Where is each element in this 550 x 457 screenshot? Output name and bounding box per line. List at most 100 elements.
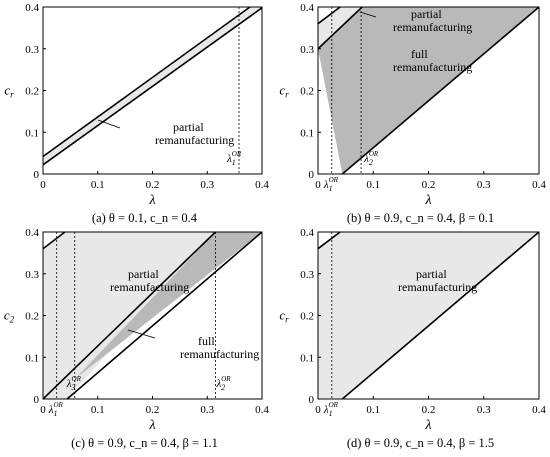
boundary-line-b-2: [341, 6, 540, 175]
y-axis-label-c: c2: [4, 308, 15, 325]
panel-d: 0 0.1 0.2 0.3 0.4 0 0.1 0.2 0.3 0.4 λ cr partialrema…: [279, 227, 546, 450]
marker-label-c-0: λ1OR: [48, 401, 64, 418]
y-axis-label-d: cr: [279, 308, 289, 325]
x-tick-label-b-2: 0.2: [422, 179, 436, 191]
marker-sup-a-0: OR: [232, 150, 242, 158]
x-tick-label-c-1: 0.1: [91, 404, 105, 416]
y-tick-label-d-3: 0.3: [300, 269, 314, 281]
x-tick-label-a-3: 0.3: [200, 179, 214, 191]
panel-b: 0 0.1 0.2 0.3 0.400.10.20.30.4λcrpartialrema…: [279, 2, 546, 225]
marker-sub-d-0: 1: [329, 409, 333, 418]
x-tick-label-b-0: 0: [315, 179, 321, 191]
caption-b: (b) θ = 0.9, c_n = 0.4, β = 0.1: [347, 211, 494, 225]
marker-sup-c-0: OR: [53, 401, 63, 409]
boundary-line-d-0: [317, 231, 341, 250]
y-tick-label-b-4: 0.4: [300, 2, 314, 14]
region-label-d-0-1: remanufacturing: [398, 280, 477, 294]
leader-line-b: [359, 11, 377, 18]
marker-sup-c-1: OR: [72, 375, 82, 383]
y-axis-label-sub-b: r: [285, 90, 289, 100]
boundary-line-c-2: [66, 231, 263, 400]
x-tick-label-d-3: 0.3: [477, 404, 491, 416]
marker-sub-a-0: 1: [232, 158, 236, 167]
y-tick-label-c-3: 0.3: [25, 269, 39, 281]
marker-sup-d-0: OR: [329, 401, 339, 409]
x-tick-label-d-1: 0.1: [366, 404, 380, 416]
y-tick-label-b-0: 0: [309, 169, 315, 181]
x-tick-label-b-1: 0.1: [366, 179, 380, 191]
region-label-c-1-0: full: [198, 334, 215, 348]
marker-label-b-1: λ2OR: [363, 150, 379, 167]
boundary-line-c-0: [42, 231, 66, 250]
y-tick-label-b-2: 0.2: [300, 86, 314, 98]
region-label-c-0-0: partial: [128, 267, 159, 281]
marker-label-c-2: λ2OR: [215, 375, 231, 392]
marker-label-b-0: λ1OR: [323, 176, 339, 193]
region-label-a-0-0: partial: [173, 120, 204, 134]
y-tick-label-c-1: 0.1: [25, 352, 39, 364]
caption-c: (c) θ = 0.9, c_n = 0.4, β = 1.1: [71, 436, 218, 450]
y-tick-label-d-2: 0.2: [300, 311, 314, 323]
marker-sup-b-1: OR: [369, 150, 379, 158]
x-tick-label-a-1: 0.1: [91, 179, 105, 191]
y-axis-label-sub-a: r: [10, 90, 14, 100]
x-tick-label-d-0: 0: [315, 404, 321, 416]
marker-label-d-0: λ1OR: [323, 401, 339, 418]
x-tick-label-a-4: 0.4: [255, 179, 269, 191]
region-label-b-1-1: remanufacturing: [393, 60, 472, 74]
marker-sub-c-0: 1: [53, 409, 57, 418]
panel-a: 0 0.1 0.2 0.3 0.4 0 0.1 0.2 0.3 0.4 λ cr partialrema…: [4, 2, 269, 225]
boundary-line-a-0: [42, 6, 251, 158]
region-label-d-0-0: partial: [416, 267, 447, 281]
x-axis-label-a: λ: [148, 193, 155, 208]
x-axis-label-b: λ: [424, 193, 431, 208]
leader-line-a: [97, 119, 121, 129]
marker-sub-b-0: 1: [329, 184, 333, 193]
x-tick-label-c-2: 0.2: [146, 404, 160, 416]
marker-label-a-0: λ1OR: [226, 150, 242, 167]
boundary-line-c-1: [42, 231, 217, 400]
x-tick-label-c-0: 0: [40, 404, 46, 416]
y-tick-label-c-0: 0: [34, 394, 40, 406]
caption-d: (d) θ = 0.9, c_n = 0.4, β = 1.5: [347, 436, 494, 450]
y-tick-label-a-2: 0.2: [25, 86, 39, 98]
x-axis-label-c: λ: [148, 418, 155, 433]
region-label-a-0-1: remanufacturing: [155, 133, 234, 147]
y-tick-label-c-2: 0.2: [25, 311, 39, 323]
marker-sup-c-2: OR: [221, 375, 231, 383]
x-axis-label-d: λ: [424, 418, 431, 433]
region-label-c-1-1: remanufacturing: [180, 347, 259, 361]
y-tick-label-a-4: 0.4: [25, 2, 39, 14]
region-label-c-0-1: remanufacturing: [110, 280, 189, 294]
region-b-1: [318, 7, 539, 174]
region-label-b-0-1: remanufacturing: [393, 20, 472, 34]
boundary-line-a-1: [42, 7, 263, 166]
marker-sup-b-0: OR: [329, 176, 339, 184]
boundary-line-b-1: [317, 6, 363, 50]
x-tick-label-c-3: 0.3: [200, 404, 214, 416]
marker-sub-c-1: 3: [71, 383, 76, 392]
panel-c: 0 0.1 0.2 0.3 0.400.10.20.30.4λc2partialrema…: [4, 227, 270, 450]
x-tick-label-a-2: 0.2: [146, 179, 160, 191]
y-axis-label-sub-c: 2: [10, 315, 15, 325]
x-tick-label-d-2: 0.2: [422, 404, 436, 416]
marker-sub-c-2: 2: [221, 383, 225, 392]
y-tick-label-b-3: 0.3: [300, 44, 314, 56]
y-tick-label-c-4: 0.4: [25, 227, 39, 239]
region-label-b-1-0: full: [411, 47, 428, 61]
y-tick-label-a-0: 0: [34, 169, 40, 181]
marker-sub-b-1: 2: [369, 158, 373, 167]
x-tick-label-c-4: 0.4: [255, 404, 269, 416]
y-axis-label-sub-d: r: [285, 315, 289, 325]
caption-a: (a) θ = 0.1, c_n = 0.4: [92, 211, 198, 225]
y-tick-label-d-0: 0: [309, 394, 315, 406]
y-tick-label-a-3: 0.3: [25, 44, 39, 56]
leader-line-c: [127, 329, 156, 339]
boundary-line-b-0: [317, 6, 341, 25]
x-tick-label-b-4: 0.4: [532, 179, 546, 191]
x-tick-label-b-3: 0.3: [477, 179, 491, 191]
y-tick-label-d-1: 0.1: [300, 352, 314, 364]
y-tick-label-a-1: 0.1: [25, 127, 39, 139]
y-axis-label-b: cr: [279, 83, 289, 100]
